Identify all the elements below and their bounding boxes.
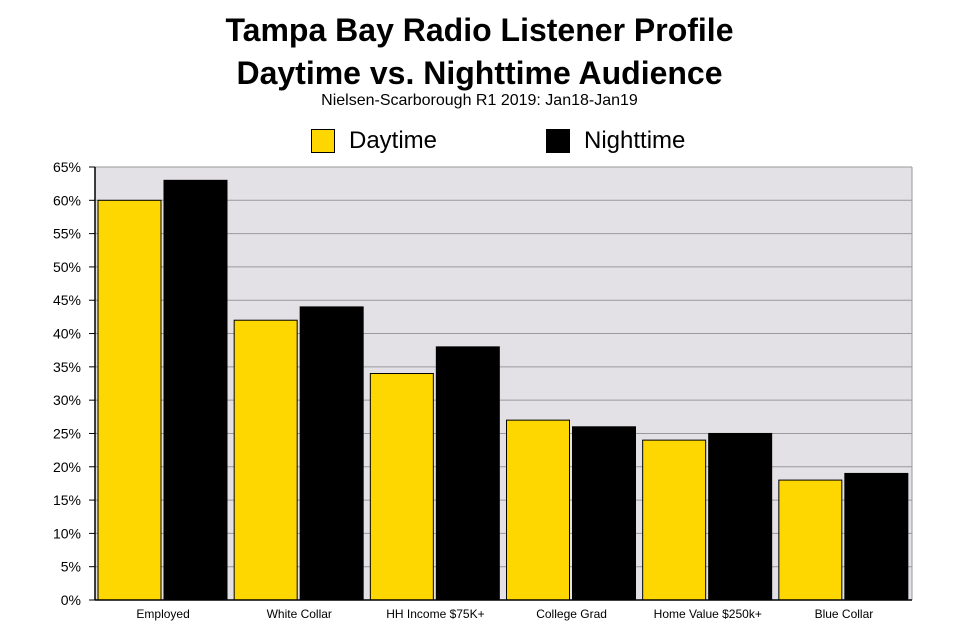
bar-nighttime: [708, 432, 773, 601]
y-tick-label: 50%: [53, 259, 81, 275]
chart-title-line-1: Tampa Bay Radio Listener Profile: [225, 12, 734, 48]
y-tick-label: 45%: [53, 292, 81, 308]
y-tick-label: 35%: [53, 359, 81, 375]
bar-daytime: [97, 199, 162, 601]
bar-nighttime: [572, 426, 636, 601]
chart-title-line-2: Daytime vs. Nighttime Audience: [236, 55, 723, 91]
y-tick-label: 20%: [53, 459, 81, 475]
y-tick-label: 10%: [53, 525, 81, 541]
x-tick-label: Blue Collar: [815, 607, 874, 621]
legend-swatch-nighttime: [546, 129, 570, 153]
chart-subtitle: Nielsen-Scarborough R1 2019: Jan18-Jan19: [321, 92, 638, 109]
bar-nighttime: [163, 179, 228, 601]
x-tick-label: White Collar: [267, 607, 332, 621]
y-tick-label: 40%: [53, 326, 81, 342]
y-tick-label: 30%: [53, 392, 81, 408]
y-tick-label: 25%: [53, 425, 81, 441]
x-tick-label: College Grad: [536, 607, 607, 621]
x-tick-label: Employed: [136, 607, 189, 621]
x-tick-label: HH Income $75K+: [386, 607, 484, 621]
bar-nighttime: [844, 472, 909, 601]
bar-daytime: [778, 479, 843, 601]
plot-area: [95, 167, 912, 600]
legend-item-nighttime: Nighttime: [546, 126, 685, 156]
legend-label-nighttime: Nighttime: [584, 127, 686, 154]
bar-nighttime: [299, 306, 364, 601]
bar-daytime: [369, 373, 434, 601]
y-tick-label: 0%: [61, 592, 81, 608]
y-tick-label: 60%: [53, 192, 81, 208]
legend-item-daytime: Daytime: [311, 126, 437, 156]
bar-nighttime: [435, 346, 500, 601]
y-tick-label: 15%: [53, 492, 81, 508]
y-tick-label: 55%: [53, 226, 81, 242]
legend-label-daytime: Daytime: [349, 127, 438, 154]
bar-daytime: [506, 419, 570, 601]
bar-daytime: [233, 319, 298, 601]
y-tick-label: 5%: [61, 559, 81, 575]
x-tick-label: Home Value $250k+: [654, 607, 762, 621]
y-tick-label: 65%: [53, 159, 81, 175]
legend-swatch-daytime: [311, 129, 335, 153]
bar-daytime: [642, 439, 707, 601]
